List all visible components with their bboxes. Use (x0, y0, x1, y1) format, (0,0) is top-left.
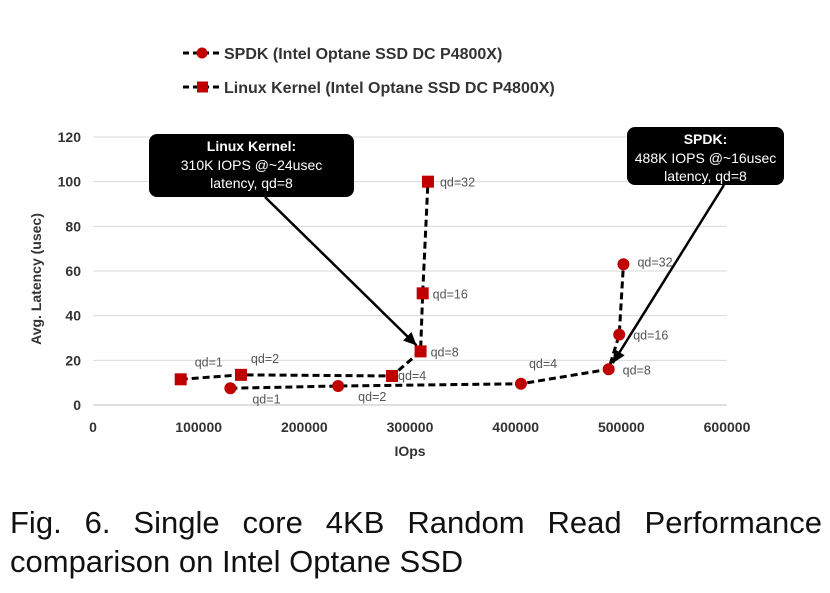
legend-entry: SPDK (Intel Optane SSD DC P4800X) (224, 46, 502, 63)
point-label: qd=4 (398, 369, 426, 383)
annotation-text: latency, qd=8 (664, 168, 747, 184)
annotation-arrowhead (403, 332, 417, 346)
annotation-title: Linux Kernel: (207, 138, 296, 154)
x-tick-label: 400000 (492, 419, 539, 435)
x-tick-label: 500000 (598, 419, 645, 435)
x-tick-label: 0 (89, 419, 97, 435)
legend-square-marker (197, 81, 208, 93)
y-tick-label: 80 (65, 218, 81, 234)
annotation-box (627, 127, 784, 185)
data-point (602, 363, 615, 376)
point-label: qd=16 (433, 287, 468, 301)
point-label: qd=1 (195, 355, 223, 369)
figure-caption: Fig. 6. Single core 4KB Random Read Perf… (10, 505, 822, 579)
point-label: qd=16 (633, 329, 668, 343)
point-label: qd=4 (529, 357, 557, 371)
point-label: qd=32 (637, 255, 672, 269)
y-tick-label: 0 (73, 397, 81, 413)
point-label: qd=1 (252, 392, 280, 406)
annotation-arrow-line (611, 184, 726, 364)
series-line (230, 264, 625, 390)
point-label: qd=32 (440, 176, 475, 190)
annotation-arrowhead (612, 349, 625, 364)
data-point (224, 382, 237, 395)
annotation-text: 310K IOPS @~24usec (181, 157, 322, 173)
data-point (421, 175, 434, 188)
x-tick-label: 300000 (387, 419, 434, 435)
annotation-arrow-line (264, 196, 418, 347)
y-tick-label: 60 (65, 263, 81, 279)
y-tick-label: 100 (58, 174, 82, 190)
point-label: qd=2 (251, 352, 279, 366)
y-tick-label: 120 (58, 129, 82, 145)
x-axis-label: IOps (394, 443, 425, 459)
y-tick-label: 40 (65, 308, 81, 324)
legend-circle-marker (196, 47, 208, 59)
data-point (514, 377, 527, 390)
x-tick-label: 100000 (175, 419, 222, 435)
annotation-text: 488K IOPS @~16usec (635, 150, 776, 166)
data-point (416, 287, 429, 300)
point-label: qd=8 (431, 345, 459, 359)
annotation-text: latency, qd=8 (210, 175, 293, 191)
annotation-title: SPDK: (684, 131, 728, 147)
x-tick-label: 600000 (704, 419, 751, 435)
latency-vs-iops-chart: 0 20 40 60 80 100 120 0 100000 200000 300000 400000… (28, 46, 784, 459)
legend-entry: Linux Kernel (Intel Optane SSD DC P4800X… (224, 80, 555, 97)
y-axis-label: Avg. Latency (usec) (28, 213, 44, 345)
data-point (332, 380, 345, 393)
y-tick-label: 20 (65, 352, 81, 368)
data-point (414, 345, 427, 358)
annotation-box (149, 134, 354, 197)
data-point (617, 258, 630, 271)
data-point (174, 373, 187, 386)
x-tick-label: 200000 (281, 419, 328, 435)
point-label: qd=8 (623, 363, 651, 377)
point-label: qd=2 (358, 390, 386, 404)
series-line (180, 181, 430, 381)
data-point (234, 368, 247, 381)
data-point (386, 369, 399, 382)
data-point (613, 328, 626, 341)
